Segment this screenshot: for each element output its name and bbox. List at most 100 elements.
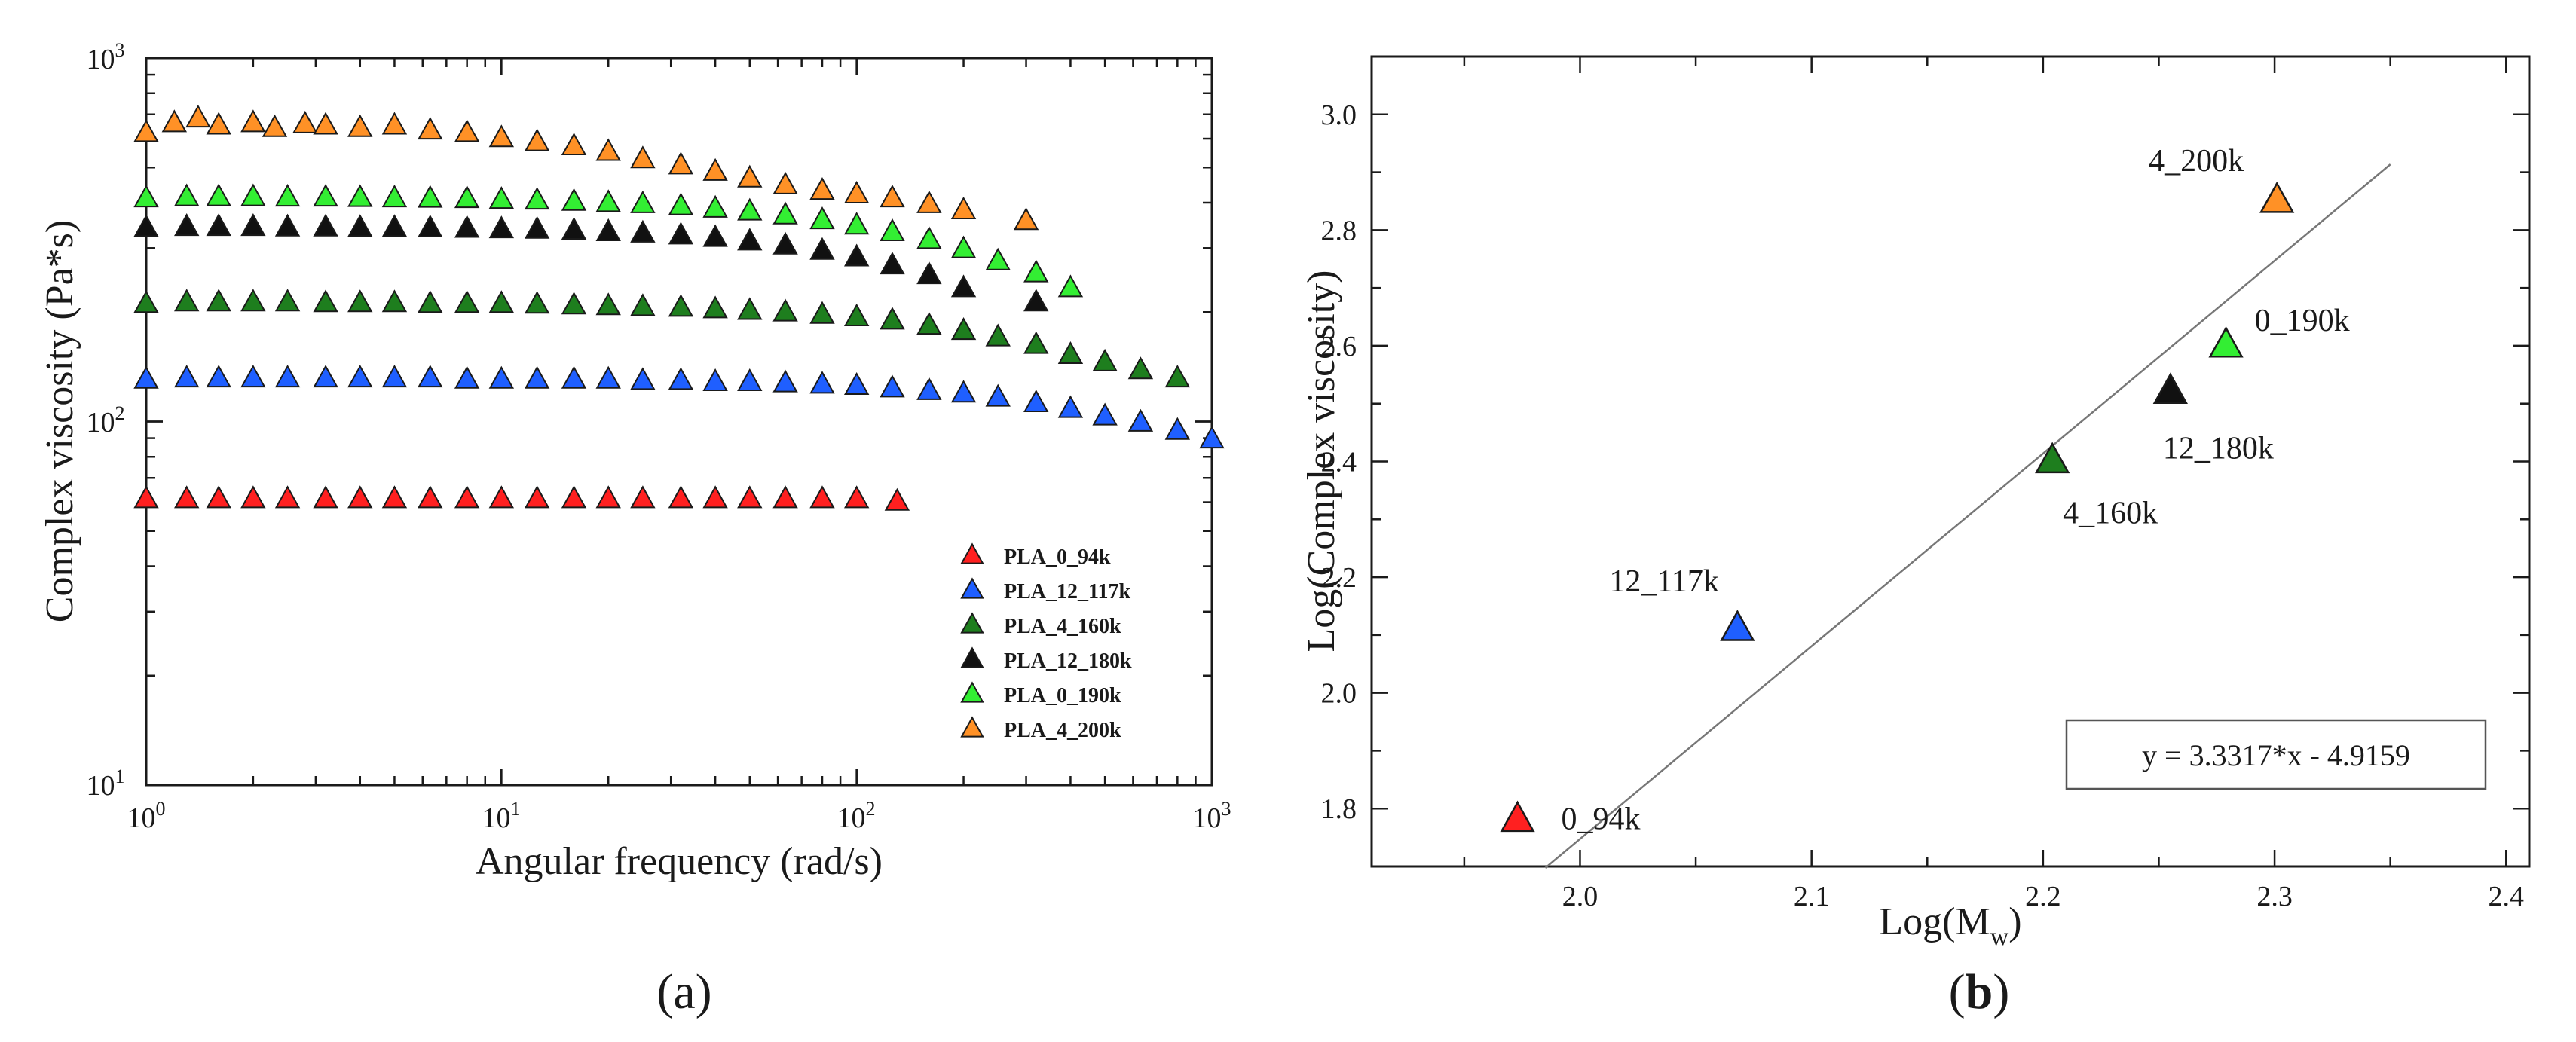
data-point-triangle <box>174 485 200 509</box>
data-point-triangle <box>809 206 835 230</box>
b-x-tick-label: 2.4 <box>2489 881 2525 912</box>
data-point-triangle <box>381 365 408 388</box>
data-point-triangle <box>133 214 159 237</box>
data-point-triangle <box>524 215 550 239</box>
data-point-triangle <box>488 485 515 509</box>
data-point-triangle <box>595 189 621 212</box>
data-point-triangle <box>381 112 408 135</box>
legend-marker <box>960 716 984 738</box>
data-point-triangle <box>772 231 798 255</box>
a-y-tick-label: 101 <box>87 765 125 802</box>
legend-marker <box>960 681 984 703</box>
data-point-triangle <box>737 297 763 320</box>
data-point-triangle <box>809 301 835 324</box>
data-point-triangle <box>347 184 373 207</box>
data-point-triangle <box>630 145 656 169</box>
data-point-triangle <box>595 365 621 389</box>
data-point-triangle <box>454 290 480 313</box>
series-pla-4-200k <box>133 105 1039 231</box>
data-point-triangle <box>950 380 977 403</box>
point-label-12-180k: 12_180k <box>2163 431 2274 466</box>
data-point-triangle <box>1164 365 1191 388</box>
legend-marker <box>960 612 984 634</box>
data-point-triangle <box>488 365 515 389</box>
data-point-triangle <box>292 110 318 133</box>
panel-a-plot-frame <box>145 57 1213 787</box>
data-point-triangle <box>185 105 211 128</box>
data-point-triangle <box>702 224 728 247</box>
series-pla-0-190k <box>133 183 1084 298</box>
regression-fit-line <box>1544 163 2391 869</box>
legend-item-pla-12-180k: PLA_12_180k <box>960 646 1132 673</box>
point-label-12-117k: 12_117k <box>1609 564 1718 599</box>
legend-marker <box>960 542 984 564</box>
data-point-triangle <box>381 185 408 208</box>
data-point-triangle <box>133 290 159 313</box>
data-point-triangle <box>524 187 550 210</box>
data-point-triangle <box>133 485 159 509</box>
data-point-triangle <box>206 112 231 135</box>
data-point-triangle <box>737 164 763 188</box>
data-point-triangle <box>595 138 621 161</box>
point-label-4-200k: 4_200k <box>2149 144 2244 179</box>
data-point-triangle <box>668 222 694 245</box>
data-point-triangle <box>843 485 870 509</box>
a-y-tick-label: 102 <box>87 402 125 438</box>
data-point-triangle <box>274 485 301 509</box>
data-point-triangle <box>1720 610 1755 641</box>
a-x-axis-title: Angular frequency (rad/s) <box>476 840 883 883</box>
b-x-tick-label: 2.2 <box>2025 881 2061 912</box>
data-point-triangle <box>1127 356 1154 380</box>
data-point-triangle <box>240 183 266 206</box>
a-x-tick-label: 103 <box>1193 798 1231 834</box>
legend-label: PLA_4_200k <box>1004 719 1121 742</box>
data-point-triangle <box>950 235 977 258</box>
data-point-triangle <box>161 109 188 133</box>
data-point-triangle <box>702 194 728 218</box>
data-point-triangle <box>985 323 1011 347</box>
data-point-triangle <box>240 289 266 312</box>
data-point-triangle <box>561 365 587 389</box>
a-y-tick-label: 103 <box>87 39 125 75</box>
data-point-triangle <box>1092 402 1118 426</box>
data-point-triangle <box>488 215 515 239</box>
data-point-triangle <box>1057 341 1084 365</box>
data-point-triangle <box>843 180 870 204</box>
data-point-triangle <box>880 218 905 241</box>
panel-a-legend: PLA_0_94k PLA_12_117k PLA_4_160k PLA_12_… <box>960 542 1132 742</box>
data-point-triangle <box>347 485 373 509</box>
data-point-triangle <box>454 485 480 509</box>
data-point-triangle <box>206 289 231 312</box>
data-point-triangle <box>630 190 656 213</box>
data-point-triangle <box>418 117 443 140</box>
data-point-triangle <box>524 485 550 509</box>
data-point-triangle <box>133 119 159 142</box>
data-point-triangle <box>737 197 763 221</box>
point-label-0-190k: 0_190k <box>2255 304 2350 338</box>
data-point-triangle <box>772 171 798 194</box>
data-point-triangle <box>488 186 515 209</box>
data-point-triangle <box>630 367 656 390</box>
data-point-triangle <box>133 185 159 208</box>
data-point-triangle <box>772 298 798 322</box>
data-point-triangle <box>1199 426 1225 449</box>
data-point-triangle <box>916 377 942 400</box>
a-y-axis-title: Complex viscosity (Pa*s) <box>38 220 81 622</box>
fit-equation-text: y = 3.3317*x - 4.9159 <box>2142 738 2410 772</box>
data-point-triangle <box>240 485 266 509</box>
panel-b-y-tick-labels: 1.8 2.0 2.2 2.4 2.6 2.8 3.0 <box>1321 99 1357 825</box>
legend-item-pla-0-190k: PLA_0_190k <box>960 681 1121 707</box>
data-point-triangle <box>1127 408 1154 432</box>
data-point-triangle <box>418 290 443 313</box>
data-point-triangle <box>2035 442 2070 474</box>
data-point-triangle <box>1023 259 1049 283</box>
legend-marker <box>960 646 984 668</box>
data-point-triangle <box>595 292 621 316</box>
data-point-triangle <box>668 192 694 215</box>
data-point-triangle <box>418 214 443 237</box>
data-point-triangle <box>737 485 763 509</box>
data-point-triangle <box>418 185 443 208</box>
data-point-triangle <box>737 368 763 392</box>
data-point-triangle <box>809 177 835 200</box>
